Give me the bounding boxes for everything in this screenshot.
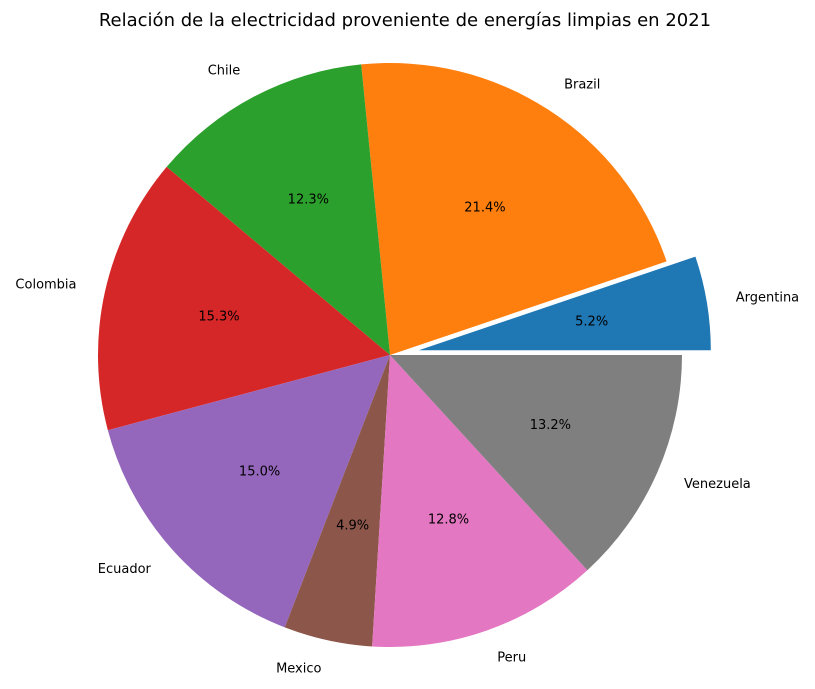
category-label-chile: Chile	[208, 63, 241, 78]
category-label-venezuela: Venezuela	[684, 477, 751, 492]
pie-slice-ecuador	[107, 355, 390, 628]
pie-slice-colombia	[97, 166, 390, 431]
category-label-ecuador: Ecuador	[98, 562, 152, 577]
pct-label-colombia: 15.3%	[198, 309, 239, 324]
pct-label-ecuador: 15.0%	[239, 464, 280, 479]
category-label-brazil: Brazil	[564, 78, 600, 93]
chart-title: Relación de la electricidad proveniente …	[99, 10, 711, 31]
pie-slice-brazil	[361, 62, 667, 355]
pie-labels: 5.2% Argentina 21.4% Brazil 12.3% Chile 15.3% C…	[15, 63, 799, 676]
pie-slice-argentina	[418, 256, 711, 351]
pie-slice-venezuela	[390, 355, 682, 571]
pct-label-brazil: 21.4%	[464, 200, 505, 215]
pie-slice-mexico	[284, 355, 390, 647]
category-label-argentina: Argentina	[736, 291, 799, 306]
pct-label-venezuela: 13.2%	[530, 418, 571, 433]
pie-slice-chile	[166, 64, 390, 355]
pie-slices	[97, 62, 711, 647]
pct-label-argentina: 5.2%	[575, 314, 608, 329]
category-label-colombia: Colombia	[15, 278, 76, 293]
category-label-peru: Peru	[497, 650, 526, 665]
category-label-mexico: Mexico	[276, 661, 321, 676]
pct-label-peru: 12.8%	[428, 513, 469, 528]
pct-label-chile: 12.3%	[288, 192, 329, 207]
pie-slice-peru	[372, 355, 588, 647]
pct-label-mexico: 4.9%	[336, 519, 369, 534]
